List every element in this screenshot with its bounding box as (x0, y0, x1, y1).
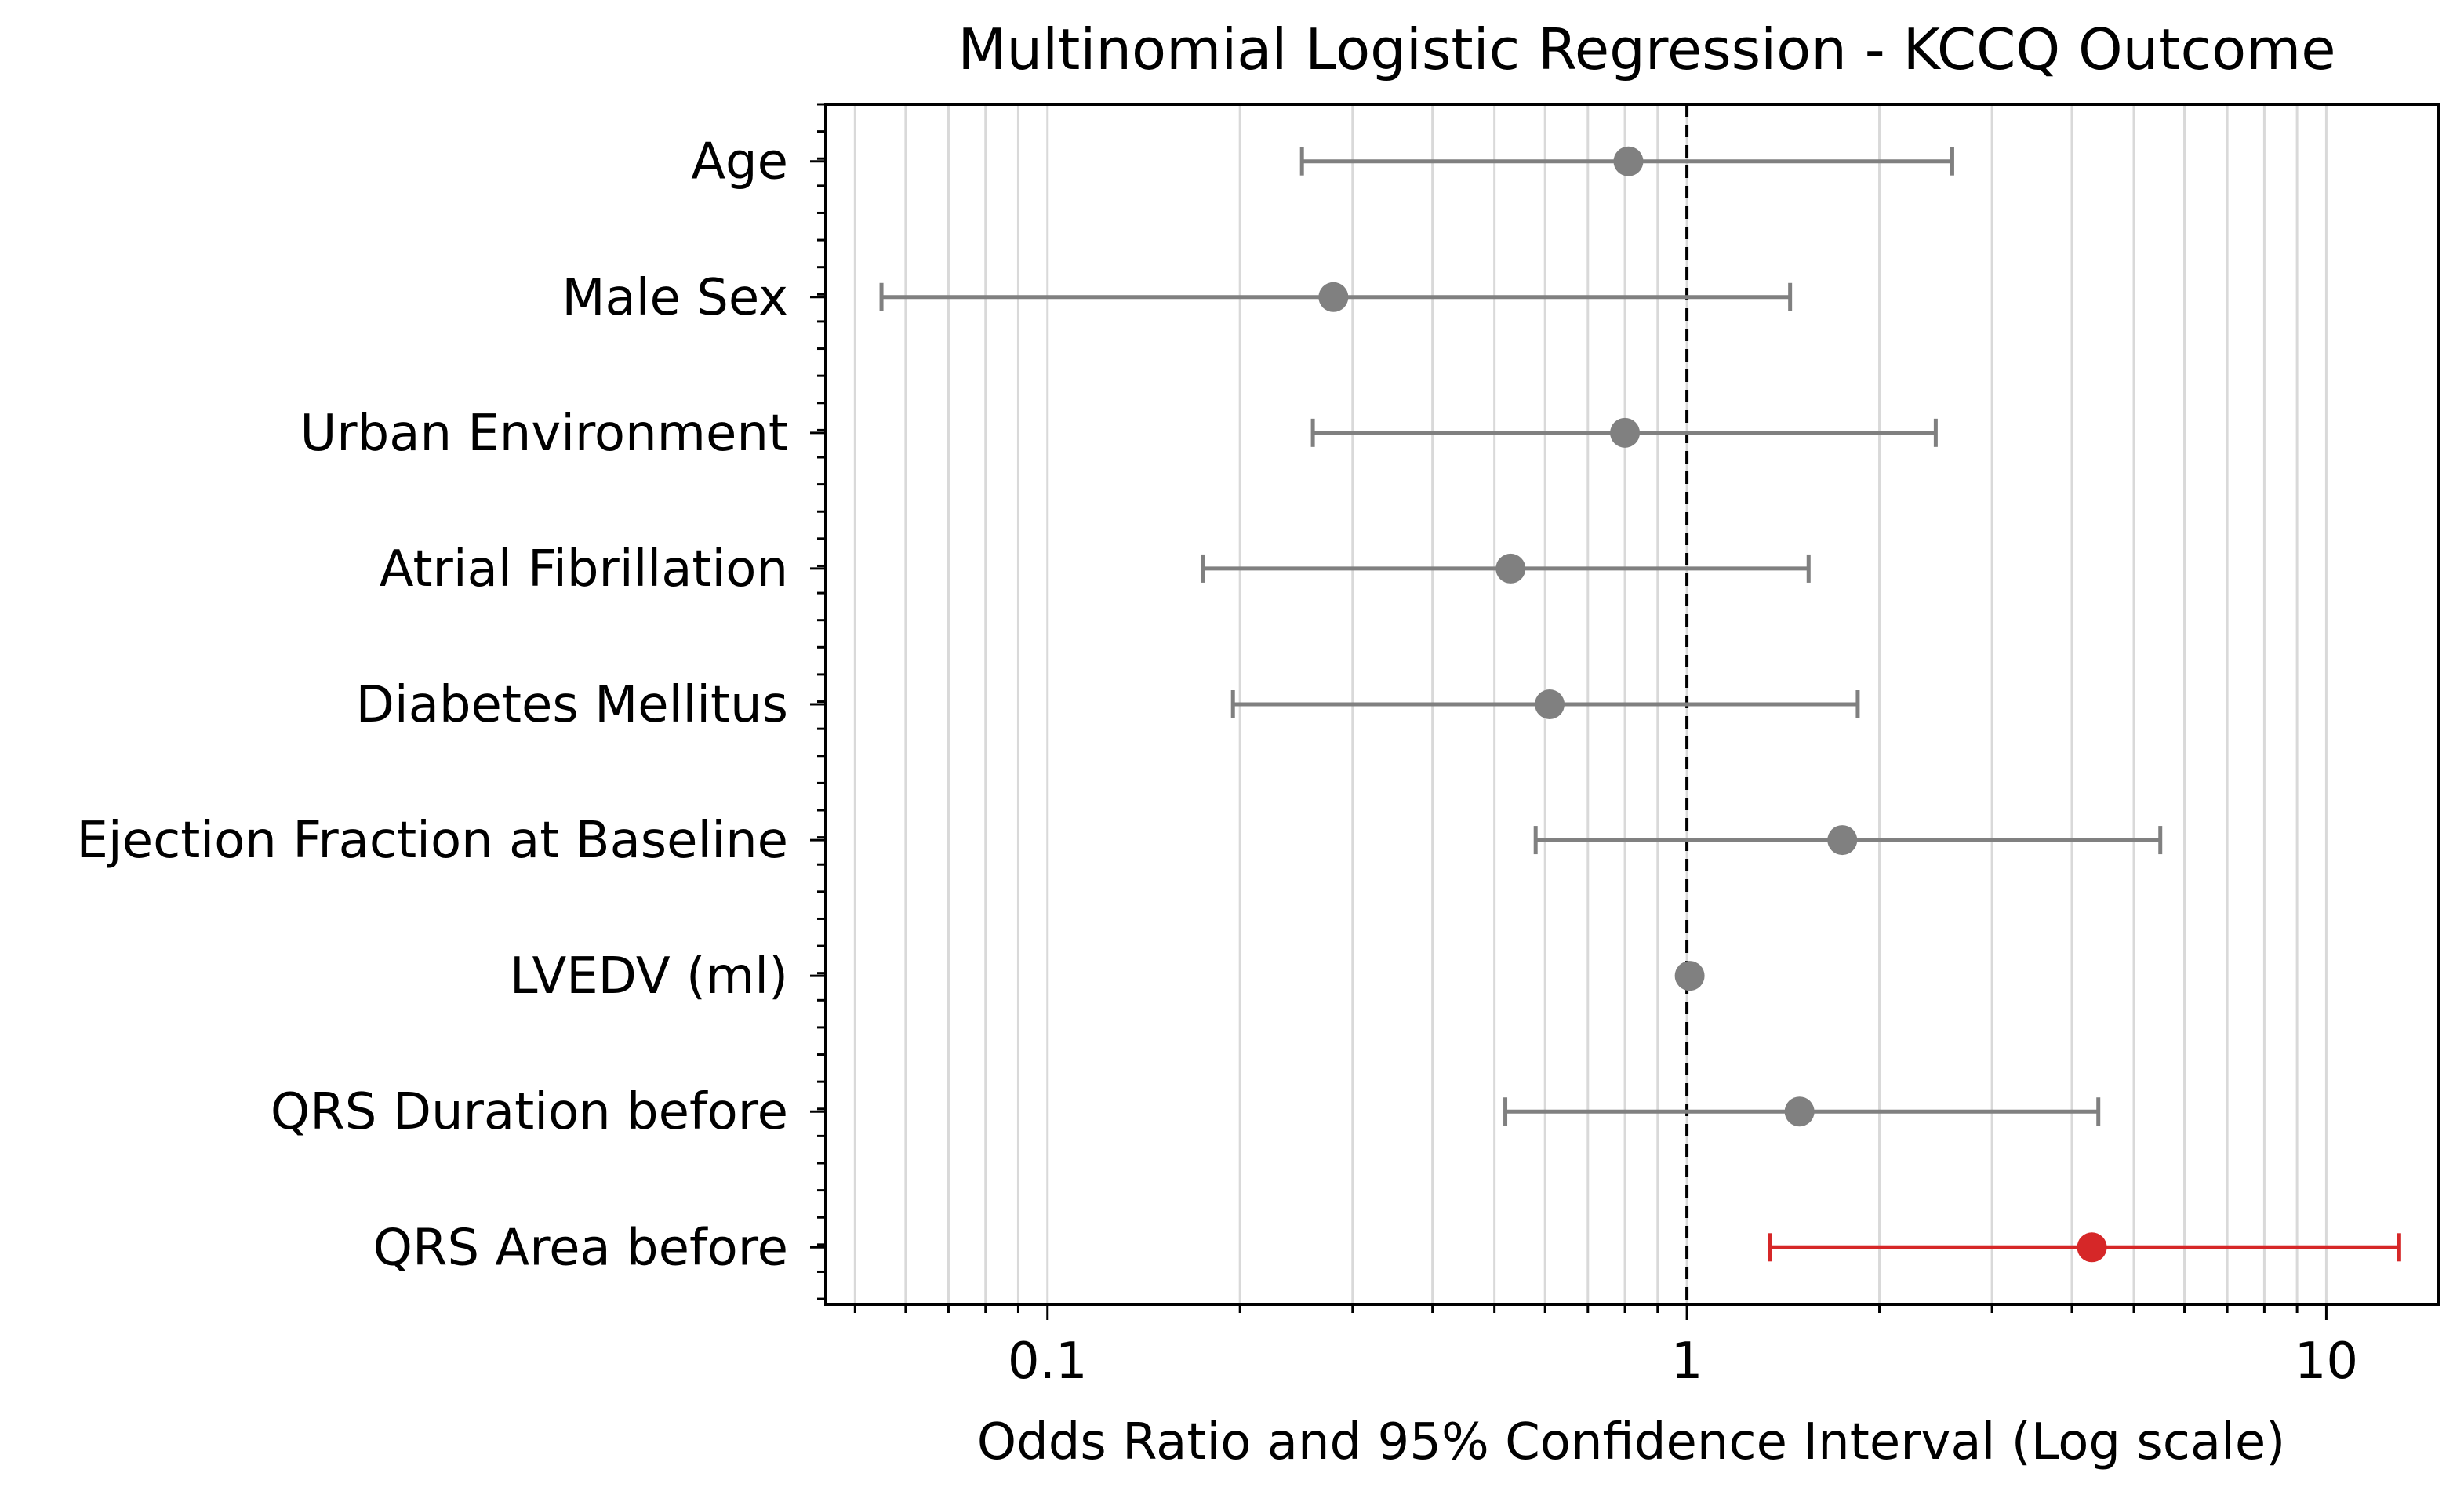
odds-ratio-point (1827, 825, 1858, 856)
y-tick-label: Urban Environment (300, 405, 788, 463)
y-tick-label: QRS Area before (373, 1219, 788, 1277)
forest-row (1310, 417, 1938, 448)
odds-ratio-point (2077, 1232, 2107, 1263)
y-tick-label: Age (691, 133, 788, 191)
y-tick-label: Diabetes Mellitus (356, 676, 788, 734)
odds-ratio-point (1318, 282, 1349, 312)
y-tick-label: Male Sex (561, 269, 788, 327)
x-axis-ticks: 0.1 1 10 (853, 1304, 2358, 1391)
forest-row (1299, 146, 1954, 176)
forest-row (1768, 1232, 2401, 1263)
x-axis-label: Odds Ratio and 95% Confidence Interval (… (977, 1413, 2285, 1471)
forest-row (1503, 1096, 2101, 1127)
y-tick-label: Ejection Fraction at Baseline (76, 812, 788, 870)
x-tick-label: 0.1 (1008, 1333, 1088, 1391)
y-tick-label: Atrial Fibrillation (380, 540, 788, 598)
forest-row (1201, 553, 1811, 584)
forest-row (1674, 961, 1705, 991)
x-tick-label: 10 (2295, 1333, 2358, 1391)
odds-ratio-series (879, 146, 2401, 1263)
y-axis-labels: Age Male Sex Urban Environment Atrial Fibri… (76, 133, 826, 1277)
plot-area-frame (824, 103, 2440, 1306)
odds-ratio-point (1784, 1096, 1815, 1127)
forest-row (879, 282, 1793, 312)
chart-title: Multinomial Logistic Regression - KCCQ O… (958, 16, 2335, 82)
y-tick-label: LVEDV (ml) (510, 947, 788, 1006)
forest-row (1230, 689, 1860, 719)
odds-ratio-point (1610, 417, 1641, 448)
y-tick-label: QRS Duration before (271, 1083, 788, 1141)
forest-row (1533, 825, 2163, 856)
x-tick-label: 1 (1671, 1333, 1703, 1391)
odds-ratio-point (1535, 689, 1565, 719)
odds-ratio-point (1674, 961, 1705, 991)
odds-ratio-point (1613, 146, 1644, 176)
odds-ratio-point (1495, 553, 1526, 584)
